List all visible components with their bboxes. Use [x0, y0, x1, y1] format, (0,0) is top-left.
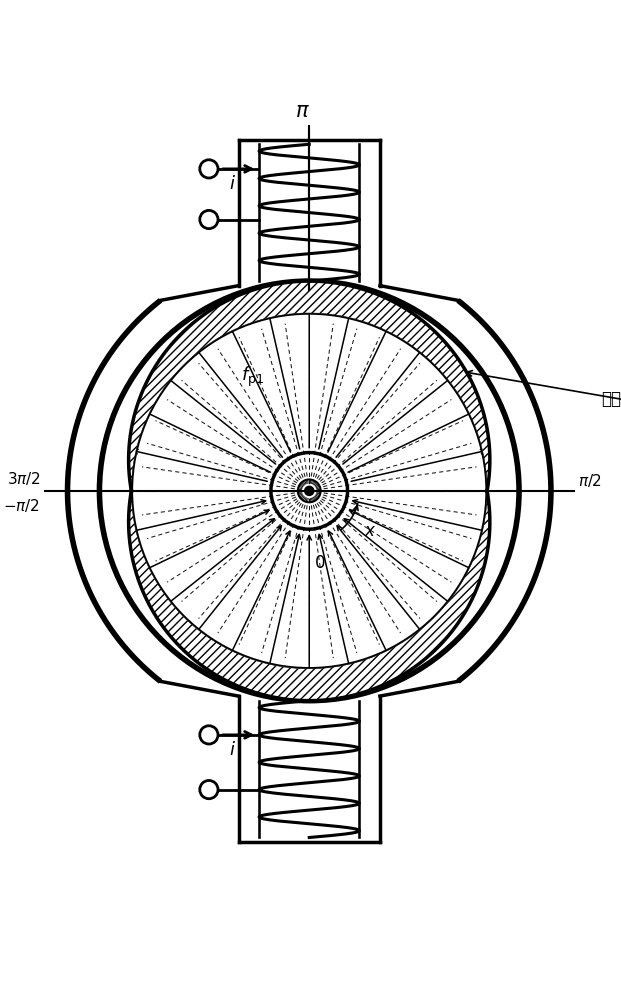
Text: $3\pi/2$: $3\pi/2$: [6, 470, 40, 487]
Text: $\pi/2$: $\pi/2$: [578, 472, 602, 489]
Text: i: i: [229, 741, 234, 759]
Text: $f_{\rm p1}$: $f_{\rm p1}$: [241, 365, 264, 389]
Text: i: i: [229, 175, 234, 193]
Circle shape: [305, 486, 314, 495]
Text: $-\pi/2$: $-\pi/2$: [4, 497, 40, 514]
Text: $0$: $0$: [314, 554, 325, 572]
Text: 气隙: 气隙: [601, 390, 621, 408]
Polygon shape: [129, 494, 490, 701]
Polygon shape: [129, 281, 490, 487]
Text: $\pi$: $\pi$: [296, 101, 310, 121]
Text: $x$: $x$: [364, 522, 376, 540]
